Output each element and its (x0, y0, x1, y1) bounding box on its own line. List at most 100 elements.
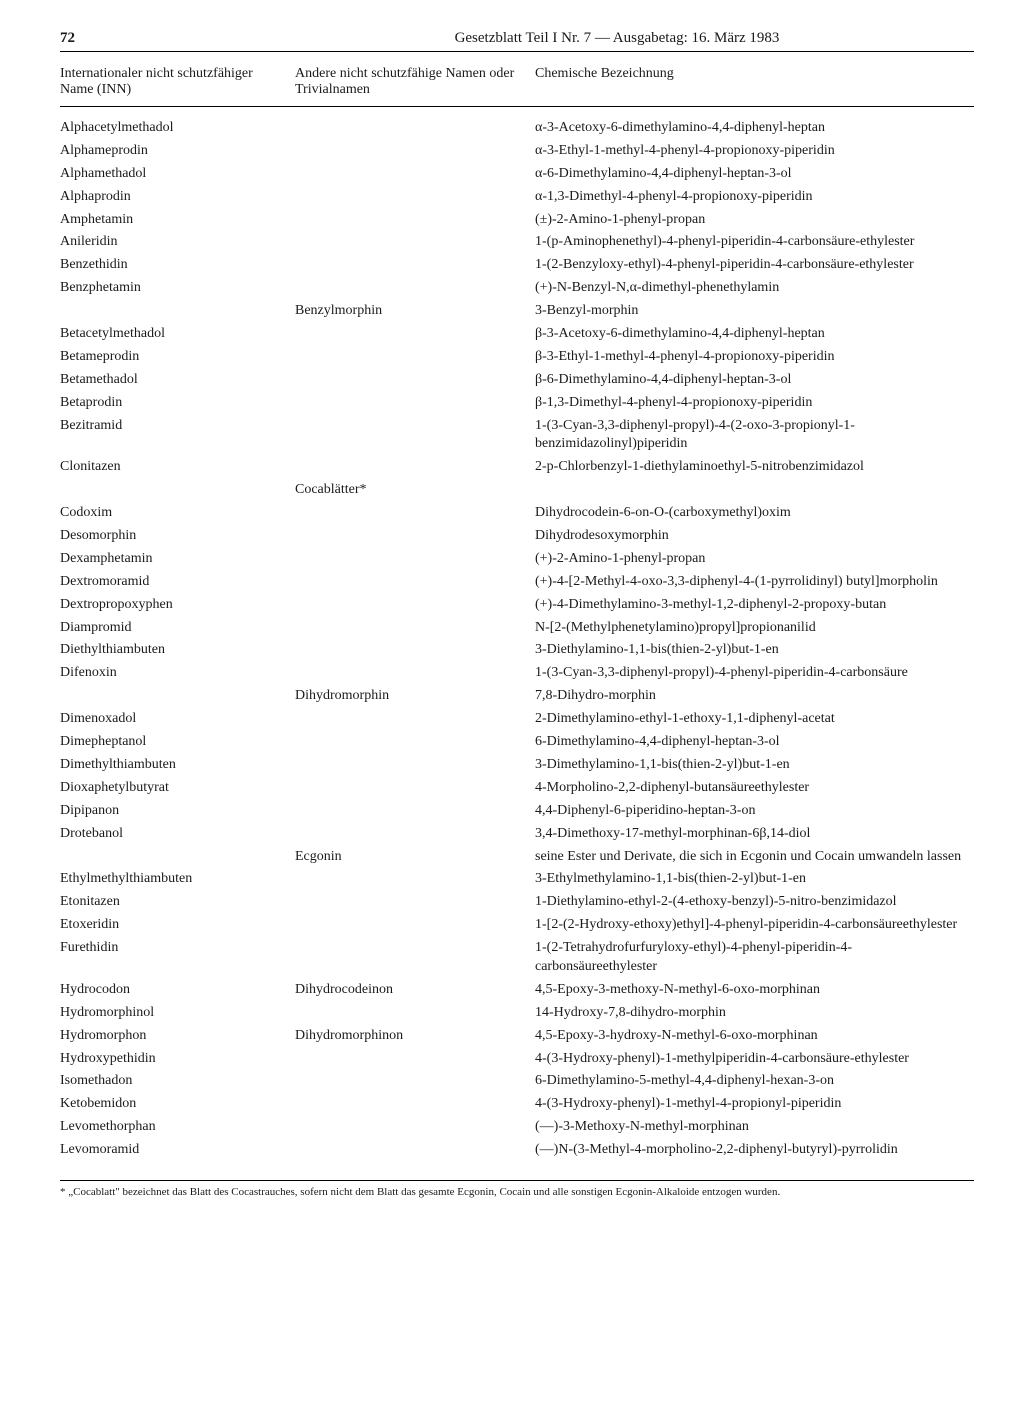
cell-chemical: (+)-4-[2-Methyl-4-oxo-3,3-diphenyl-4-(1-… (535, 573, 974, 592)
table-row: Betameprodin β-3-Ethyl-1-methyl-4-phenyl-… (60, 346, 974, 369)
cell-inn: Dimenoxadol (60, 710, 295, 729)
cell-inn: Dipipanon (60, 802, 295, 821)
col-header-chemical: Chemische Bezeichnung (535, 66, 974, 98)
cell-inn: Etonitazen (60, 893, 295, 912)
cell-inn: Isomethadon (60, 1072, 295, 1091)
cell-inn: Hydroxypethidin (60, 1050, 295, 1069)
table-row: CodoximDihydrocodein-6-on-O-(carboxymeth… (60, 502, 974, 525)
table-row: Amphetamin (±)-2-Amino-1-phenyl-propan (60, 209, 974, 232)
cell-chemical: 7,8-Dihydro-morphin (535, 687, 974, 706)
table-row: Cocablätter* (60, 479, 974, 502)
table-row: Clonitazen2-p-Chlorbenzyl-1-diethylamino… (60, 456, 974, 479)
cell-inn: Bezitramid (60, 417, 295, 436)
table-row: Betamethadolβ-6-Dimethylamino-4,4-diphen… (60, 369, 974, 392)
cell-inn: Dimepheptanol (60, 733, 295, 752)
cell-chemical: (+)-2-Amino-1-phenyl-propan (535, 550, 974, 569)
cell-inn: Hydromorphinol (60, 1004, 295, 1023)
table-row: Furethidin 1-(2-Tetrahydrofurfuryloxy-eth… (60, 937, 974, 979)
cell-chemical: Dihydrodesoxymorphin (535, 527, 974, 546)
table-row: Alphaprodin α-1,3-Dimethyl-4-phenyl-4-pro… (60, 186, 974, 209)
table-row: Benzylmorphin3-Benzyl-morphin (60, 300, 974, 323)
cell-chemical: (+)-N-Benzyl-N,α-dimethyl-phenethylamin (535, 279, 974, 298)
cell-chemical: (—)N-(3-Methyl-4-morpholino-2,2-diphenyl… (535, 1141, 974, 1160)
cell-chemical: 4-(3-Hydroxy-phenyl)-1-methyl-4-propiony… (535, 1095, 974, 1114)
cell-chemical: 4,5-Epoxy-3-methoxy-N-methyl-6-oxo-morph… (535, 981, 974, 1000)
cell-chemical: 4-Morpholino-2,2-diphenyl-butansäureethy… (535, 779, 974, 798)
table-row: Dextromoramid (+)-4-[2-Methyl-4-oxo-3,3-d… (60, 571, 974, 594)
table-row: Dipipanon 4,4-Diphenyl-6-piperidino-hepta… (60, 800, 974, 823)
cell-inn: Dexamphetamin (60, 550, 295, 569)
cell-trivial: Dihydrocodeinon (295, 981, 535, 1000)
cell-inn: Dextromoramid (60, 573, 295, 592)
cell-inn: Betacetylmethadol (60, 325, 295, 344)
table-row: Etoxeridin 1-[2-(2-Hydroxy-ethoxy)ethyl]-… (60, 914, 974, 937)
col-header-trivial: Andere nicht schutzfähige Namen oder Tri… (295, 66, 535, 98)
table-row: Levomethorphan (—)-3-Methoxy-N-methyl-mor… (60, 1116, 974, 1139)
table-row: Alphameprodin α-3-Ethyl-1-methyl-4-phenyl… (60, 140, 974, 163)
cell-inn: Hydrocodon (60, 981, 295, 1000)
cell-chemical: α-1,3-Dimethyl-4-phenyl-4-propionoxy-pip… (535, 188, 974, 207)
table-row: Dextropropoxyphen(+)-4-Dimethylamino-3-m… (60, 594, 974, 617)
table-row: Ecgoninseine Ester und Derivate, die sic… (60, 846, 974, 869)
table-row: Ketobemidon 4-(3-Hydroxy-phenyl)-1-methyl… (60, 1093, 974, 1116)
cell-inn: Levomoramid (60, 1141, 295, 1160)
cell-chemical: α-6-Dimethylamino-4,4-diphenyl-heptan-3-… (535, 165, 974, 184)
cell-inn: Dextropropoxyphen (60, 596, 295, 615)
cell-inn: Amphetamin (60, 211, 295, 230)
cell-inn: Betameprodin (60, 348, 295, 367)
cell-chemical: 1-[2-(2-Hydroxy-ethoxy)ethyl]-4-phenyl-p… (535, 916, 974, 935)
cell-chemical: 1-(3-Cyan-3,3-diphenyl-propyl)-4-phenyl-… (535, 664, 974, 683)
page-header: 72 Gesetzblatt Teil I Nr. 7 — Ausgabetag… (60, 30, 974, 52)
table-row: Bezitramid 1-(3-Cyan-3,3-diphenyl-propyl)… (60, 415, 974, 457)
cell-inn: Ketobemidon (60, 1095, 295, 1114)
cell-inn: Furethidin (60, 939, 295, 958)
cell-inn: Alphaprodin (60, 188, 295, 207)
cell-inn: Levomethorphan (60, 1118, 295, 1137)
cell-trivial: Dihydromorphinon (295, 1027, 535, 1046)
cell-inn: Alphamethadol (60, 165, 295, 184)
table-body: Alphacetylmethadolα-3-Acetoxy-6-dimethyl… (60, 117, 974, 1162)
cell-chemical: 6-Dimethylamino-4,4-diphenyl-heptan-3-ol (535, 733, 974, 752)
table-row: Dioxaphetylbutyrat4-Morpholino-2,2-diphe… (60, 777, 974, 800)
cell-inn: Clonitazen (60, 458, 295, 477)
cell-chemical: β-3-Acetoxy-6-dimethylamino-4,4-diphenyl… (535, 325, 974, 344)
table-row: Difenoxin1-(3-Cyan-3,3-diphenyl-propyl)-… (60, 662, 974, 685)
table-row: Isomethadon 6-Dimethylamino-5-methyl-4,4-… (60, 1070, 974, 1093)
cell-chemical: β-1,3-Dimethyl-4-phenyl-4-propionoxy-pip… (535, 394, 974, 413)
table-row: Dexamphetamin (+)-2-Amino-1-phenyl-propan (60, 548, 974, 571)
cell-chemical: 1-(3-Cyan-3,3-diphenyl-propyl)-4-(2-oxo-… (535, 417, 974, 455)
cell-chemical: 4,4-Diphenyl-6-piperidino-heptan-3-on (535, 802, 974, 821)
table-row: HydromorphonDihydromorphinon4,5-Epoxy-3-… (60, 1025, 974, 1048)
cell-inn: Drotebanol (60, 825, 295, 844)
header-title: Gesetzblatt Teil I Nr. 7 — Ausgabetag: 1… (260, 30, 974, 47)
table-row: Dimepheptanol 6-Dimethylamino-4,4-dipheny… (60, 731, 974, 754)
cell-chemical: (—)-3-Methoxy-N-methyl-morphinan (535, 1118, 974, 1137)
cell-chemical: 1-(2-Tetrahydrofurfuryloxy-ethyl)-4-phen… (535, 939, 974, 977)
footnote: * „Cocablatt" bezeichnet das Blatt des C… (60, 1181, 974, 1199)
table-row: Hydroxypethidin 4-(3-Hydroxy-phenyl)-1-me… (60, 1048, 974, 1071)
cell-chemical: β-3-Ethyl-1-methyl-4-phenyl-4-propionoxy… (535, 348, 974, 367)
cell-chemical: 3,4-Dimethoxy-17-methyl-morphinan-6β,14-… (535, 825, 974, 844)
column-headers: Internationaler nicht schutzfähiger Name… (60, 66, 974, 107)
cell-trivial: Dihydromorphin (295, 687, 535, 706)
cell-chemical: 1-(p-Aminophenethyl)-4-phenyl-piperidin-… (535, 233, 974, 252)
cell-chemical: 3-Benzyl-morphin (535, 302, 974, 321)
cell-trivial: Ecgonin (295, 848, 535, 867)
cell-inn: Diampromid (60, 619, 295, 638)
table-row: Dihydromorphin7,8-Dihydro-morphin (60, 685, 974, 708)
table-row: Benzphetamin(+)-N-Benzyl-N,α-dimethyl-ph… (60, 277, 974, 300)
cell-chemical: α-3-Ethyl-1-methyl-4-phenyl-4-propionoxy… (535, 142, 974, 161)
cell-chemical: 6-Dimethylamino-5-methyl-4,4-diphenyl-he… (535, 1072, 974, 1091)
table-row: Betaprodin β-1,3-Dimethyl-4-phenyl-4-prop… (60, 392, 974, 415)
cell-inn: Hydromorphon (60, 1027, 295, 1046)
cell-chemical: 3-Ethylmethylamino-1,1-bis(thien-2-yl)bu… (535, 870, 974, 889)
cell-chemical: 3-Diethylamino-1,1-bis(thien-2-yl)but-1-… (535, 641, 974, 660)
cell-chemical: (±)-2-Amino-1-phenyl-propan (535, 211, 974, 230)
cell-inn: Alphameprodin (60, 142, 295, 161)
cell-inn: Etoxeridin (60, 916, 295, 935)
table-row: Anileridin1-(p-Aminophenethyl)-4-phenyl-… (60, 231, 974, 254)
cell-trivial: Cocablätter* (295, 481, 535, 500)
cell-trivial: Benzylmorphin (295, 302, 535, 321)
cell-inn: Betaprodin (60, 394, 295, 413)
cell-chemical: 4-(3-Hydroxy-phenyl)-1-methylpiperidin-4… (535, 1050, 974, 1069)
